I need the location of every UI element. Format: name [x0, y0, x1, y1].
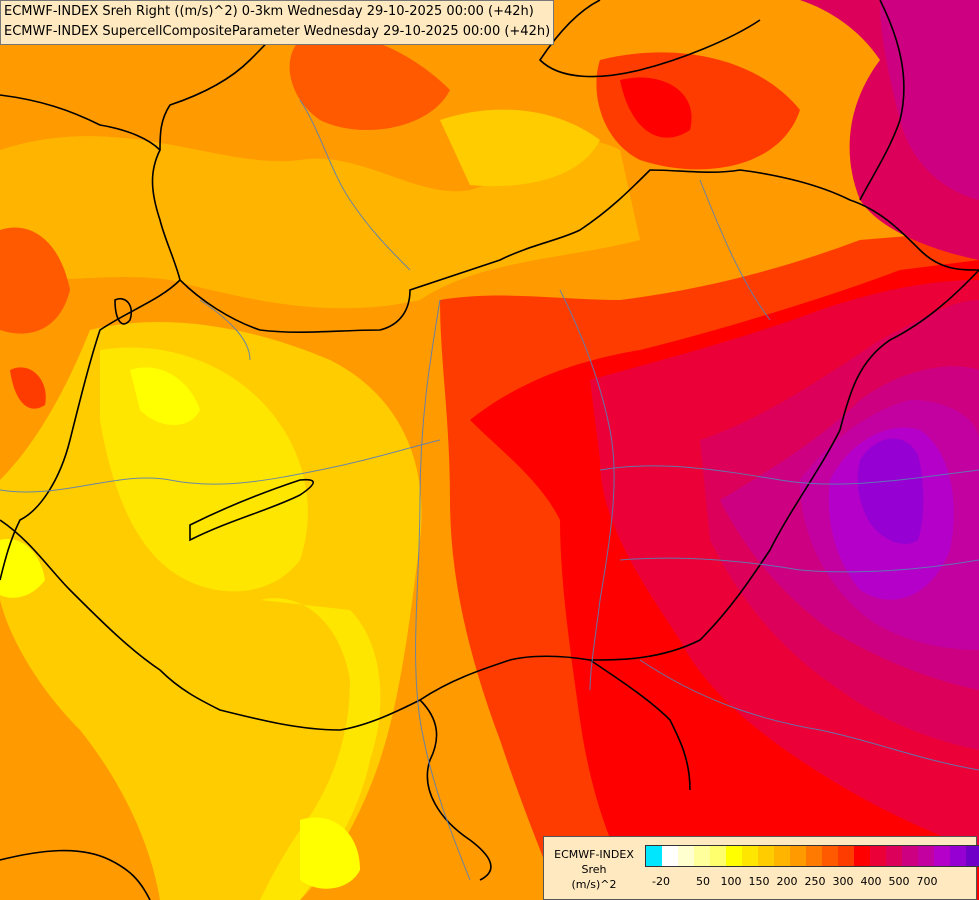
legend-swatch [678, 846, 694, 866]
header-line-2: ECMWF-INDEX SupercellCompositeParameter … [4, 24, 551, 39]
legend-tick-label: 500 [888, 875, 910, 888]
legend-swatch [646, 846, 662, 866]
legend-title-line-2: Sreh [581, 863, 607, 876]
legend-title: ECMWF-INDEX Sreh (m/s)^2 [548, 847, 640, 892]
legend-swatch [726, 846, 742, 866]
legend-swatch [774, 846, 790, 866]
map-header: ECMWF-INDEX Sreh Right ((m/s)^2) 0-3km W… [0, 0, 555, 45]
legend-swatch [950, 846, 966, 866]
legend-swatch [790, 846, 806, 866]
legend-swatch [710, 846, 726, 866]
header-line-1: ECMWF-INDEX Sreh Right ((m/s)^2) 0-3km W… [4, 4, 534, 19]
legend-swatch [822, 846, 838, 866]
legend-swatch [742, 846, 758, 866]
rivers [0, 99, 979, 881]
legend-swatch [934, 846, 950, 866]
legend-tick-label: 400 [860, 875, 882, 888]
legend-swatch [870, 846, 886, 866]
legend-tick-label: 200 [776, 875, 798, 888]
legend-swatch [854, 846, 870, 866]
legend-swatch [758, 846, 774, 866]
legend-tick-label: 250 [804, 875, 826, 888]
legend-swatch [806, 846, 822, 866]
legend-tick-label: -20 [652, 875, 670, 888]
legend-swatch [694, 846, 710, 866]
legend-ticks: -20 50 100 150 200 250 300 400 500 700 [645, 875, 969, 891]
legend-swatches [645, 845, 979, 867]
legend-title-line-1: ECMWF-INDEX [554, 848, 634, 861]
legend-tick-label: 700 [916, 875, 938, 888]
legend-tick-label: 300 [832, 875, 854, 888]
legend-swatch [838, 846, 854, 866]
legend-title-line-3: (m/s)^2 [571, 878, 617, 891]
legend-swatch [902, 846, 918, 866]
legend-swatch [966, 846, 979, 866]
legend-tick-label: 150 [748, 875, 770, 888]
legend-swatch [918, 846, 934, 866]
legend-swatch [886, 846, 902, 866]
legend-tick-label: 100 [720, 875, 742, 888]
color-legend: ECMWF-INDEX Sreh (m/s)^2 -20 50 100 150 200 2… [543, 836, 979, 900]
legend-tick-label: 50 [696, 875, 710, 888]
legend-swatch [662, 846, 678, 866]
